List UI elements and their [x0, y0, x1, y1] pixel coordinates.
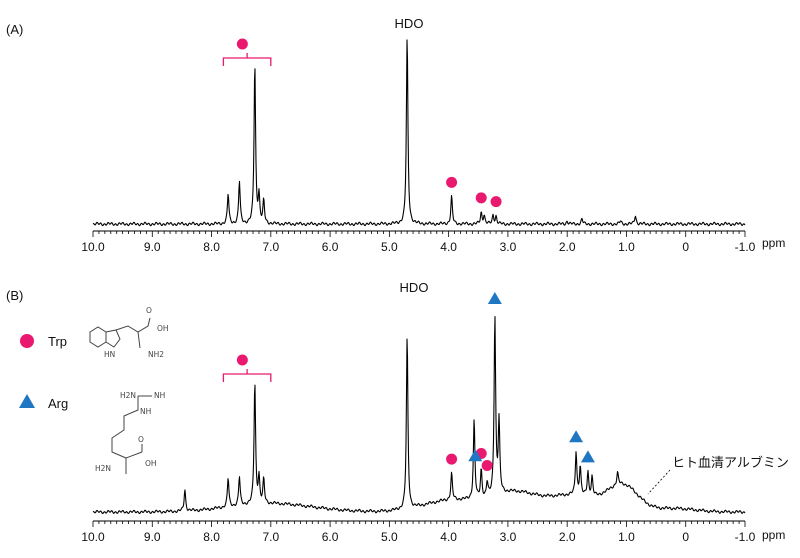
panel-b-label: (B) — [6, 288, 23, 303]
a-trp-marker-icon — [446, 176, 458, 188]
hdo-label-a: HDO — [395, 16, 424, 31]
x-axis-a: 10.0 9.0 8.0 7.0 6.0 5.0 4.0 3.0 2.0 1.0 0 -1.0 — [81, 230, 756, 254]
trp-oh-label: OH — [157, 324, 169, 333]
x-axis-label-b: ppm — [762, 528, 785, 542]
b-tick-label: 6.0 — [322, 530, 339, 544]
b-tick-label: 4.0 — [440, 530, 457, 544]
b-arg-marker-icon — [468, 449, 483, 462]
trp-nh2-label: NH2 — [148, 350, 164, 359]
a-trp-marker-icon — [475, 192, 487, 204]
b-tick-label: -1.0 — [735, 530, 756, 544]
x-axis-b: 10.0 9.0 8.0 7.0 6.0 5.0 4.0 3.0 2.0 1.0 0 -1.0 — [81, 520, 756, 544]
arg-o-label: O — [138, 435, 144, 444]
b-tick-label: 10.0 — [81, 530, 105, 544]
panel-b: (B) 10.0 9.0 8.0 7.0 6.0 5.0 4.0 3.0 2.0 1.0 0 -1.0… — [6, 280, 789, 544]
a-tick-label: 9.0 — [144, 240, 161, 254]
b-tick-label: 3.0 — [500, 530, 517, 544]
a-tick-label: 10.0 — [81, 240, 105, 254]
b-tick-label: 8.0 — [203, 530, 220, 544]
legend-trp-label: Trp — [48, 334, 67, 349]
peak-markers-a — [222, 38, 502, 208]
b-bracket — [222, 369, 272, 382]
legend-arg-triangle-icon — [19, 394, 35, 408]
arg-h2n-label: H2N — [95, 464, 111, 473]
b-tick-label: 5.0 — [381, 530, 398, 544]
b-tick-label: 2.0 — [559, 530, 576, 544]
a-tick-label: 1.0 — [618, 240, 635, 254]
b-arg-marker-icon — [580, 450, 595, 463]
b-trp-marker-icon — [446, 453, 458, 465]
a-tick-label: 6.0 — [322, 240, 339, 254]
peak-markers-b — [222, 291, 595, 472]
albumin-label: ヒト血清アルブミン — [672, 455, 789, 470]
albumin-leader-line — [647, 469, 671, 495]
arg-oh-label: OH — [145, 459, 157, 468]
a-tick-label: 3.0 — [500, 240, 517, 254]
a-bracket — [222, 53, 272, 66]
b-tick-label: 0 — [682, 530, 689, 544]
trp-structure-icon — [89, 317, 151, 349]
panel-a-label: (A) — [6, 22, 23, 37]
trp-o-label: O — [146, 306, 152, 315]
legend-trp-circle-icon — [20, 334, 34, 348]
a-trp-marker-icon — [236, 38, 248, 50]
a-tick-label: -1.0 — [735, 240, 756, 254]
b-trp-marker-icon — [481, 460, 493, 472]
a-tick-label: 8.0 — [203, 240, 220, 254]
b-tick-label: 1.0 — [618, 530, 635, 544]
b-tick-label: 9.0 — [144, 530, 161, 544]
a-trp-marker-icon — [490, 196, 502, 208]
b-trp-marker-icon — [236, 354, 248, 366]
a-tick-label: 4.0 — [440, 240, 457, 254]
hdo-label-b: HDO — [400, 280, 429, 295]
legend-arg-label: Arg — [48, 396, 68, 411]
spectrum-trace-b — [92, 316, 746, 515]
trp-hn-label: HN — [104, 350, 115, 359]
a-tick-label: 7.0 — [262, 240, 279, 254]
a-tick-label: 2.0 — [559, 240, 576, 254]
arg-structure-icon — [111, 395, 152, 474]
arg-nh-chain-label: NH — [140, 407, 151, 416]
spectrum-trace-a — [92, 39, 746, 227]
arg-h2n-top-label: H2N — [120, 391, 136, 400]
panel-a: (A) 10.0 9.0 8.0 7.0 6.0 5.0 4.0 3.0 2.0 1.0 0 -1.0… — [6, 16, 785, 254]
arg-nh-label: NH — [154, 391, 165, 400]
b-tick-label: 7.0 — [262, 530, 279, 544]
b-arg-marker-icon — [569, 430, 584, 443]
b-arg-marker-icon — [487, 291, 502, 304]
x-axis-label-a: ppm — [762, 236, 785, 250]
a-tick-label: 5.0 — [381, 240, 398, 254]
a-tick-label: 0 — [682, 240, 689, 254]
